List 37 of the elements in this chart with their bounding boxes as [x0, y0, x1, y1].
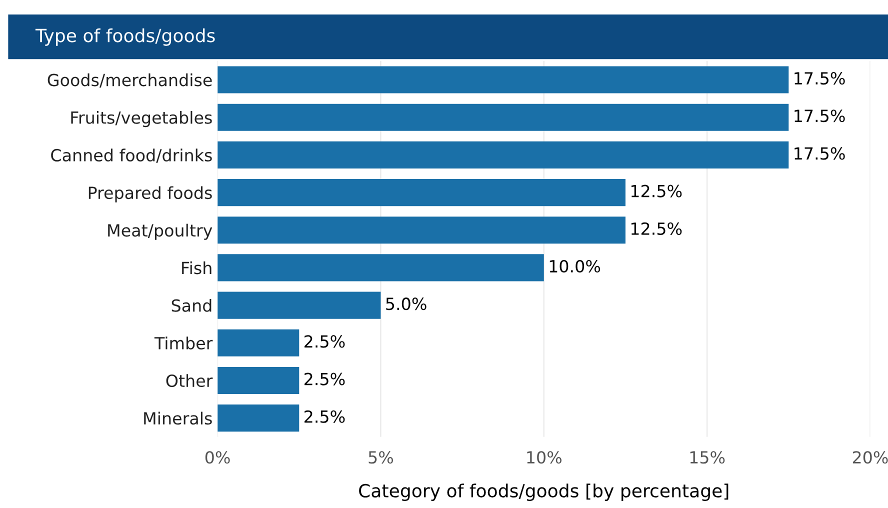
chart-title: Type of foods/goods [35, 28, 215, 46]
x-tick-label: 5% [368, 451, 394, 464]
data-label: 12.5% [631, 184, 682, 198]
y-tick-label: Timber [154, 336, 213, 350]
data-label: 10.0% [550, 260, 600, 273]
x-tick-label: 20% [852, 451, 888, 464]
y-tick-label: Fruits/vegetables [71, 111, 212, 128]
data-label: 17.5% [794, 147, 845, 160]
data-label: 5.0% [386, 298, 426, 310]
bar [218, 292, 381, 319]
y-tick-label: Meat/poultry [108, 224, 212, 240]
bar [218, 141, 789, 168]
data-label: 2.5% [304, 335, 345, 348]
x-tick-label: 0% [205, 451, 230, 464]
bar [218, 329, 300, 356]
y-tick-label: Prepared foods [88, 186, 212, 202]
x-tick-label: 15% [690, 451, 725, 464]
data-label: 2.5% [304, 372, 345, 386]
bar [218, 404, 300, 432]
data-label: 17.5% [794, 72, 845, 85]
y-tick-label: Fish [182, 261, 212, 274]
bar [218, 66, 789, 94]
y-tick-label: Sand [172, 298, 212, 312]
y-tick-label: Other [166, 374, 213, 388]
data-label: 2.5% [304, 410, 345, 423]
data-label: 17.5% [794, 110, 845, 122]
bar [218, 254, 544, 282]
y-tick-label: Goods/merchandise [48, 73, 212, 88]
x-axis-title: Category of foods/goods [by percentage] [359, 484, 728, 502]
y-tick-label: Canned food/drinks [51, 148, 212, 163]
y-tick-label: Minerals [144, 412, 212, 425]
bar [218, 366, 300, 394]
bar [218, 104, 789, 131]
data-label: 12.5% [631, 222, 682, 235]
bar [218, 216, 626, 244]
x-tick-label: 10% [527, 451, 562, 464]
bar [218, 179, 626, 206]
